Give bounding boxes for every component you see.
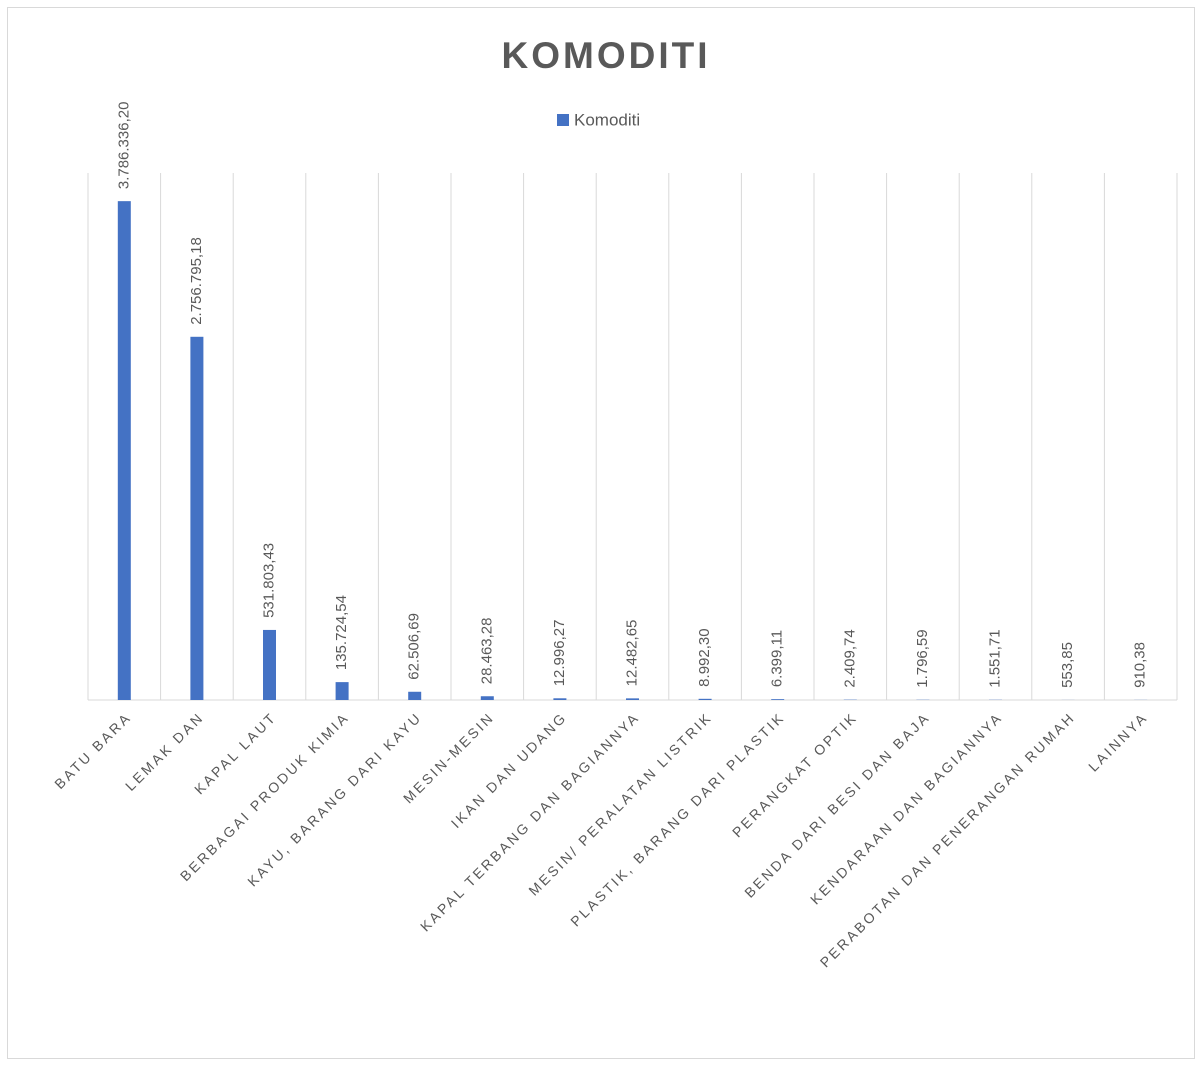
bar (771, 699, 784, 700)
bar (190, 337, 203, 700)
bar (481, 696, 494, 700)
bar (118, 201, 131, 700)
value-label: 135.724,54 (333, 595, 350, 670)
value-label: 8.992,30 (696, 628, 713, 686)
value-label: 1.551,71 (986, 629, 1003, 687)
value-label: 12.482,65 (623, 620, 640, 687)
value-label: 6.399,11 (769, 630, 786, 687)
bar (336, 682, 349, 700)
value-label: 2.756.795,18 (188, 237, 205, 325)
bar (626, 698, 639, 700)
chart-title: KOMODITI (502, 35, 711, 76)
value-label: 62.506,69 (406, 613, 423, 680)
legend-swatch (557, 114, 569, 126)
bar (263, 630, 276, 700)
bar (553, 698, 566, 700)
value-label: 2.409,74 (841, 629, 858, 687)
bar (699, 699, 712, 700)
value-label: 12.996,27 (551, 620, 568, 687)
value-label: 910,38 (1132, 642, 1149, 688)
value-label: 28.463,28 (478, 618, 495, 685)
legend-label: Komoditi (574, 110, 640, 129)
value-label: 531.803,43 (260, 543, 277, 618)
bar (408, 692, 421, 700)
value-label: 553,85 (1059, 642, 1076, 688)
value-label: 1.796,59 (914, 629, 931, 687)
value-label: 3.786.336,20 (115, 102, 132, 190)
